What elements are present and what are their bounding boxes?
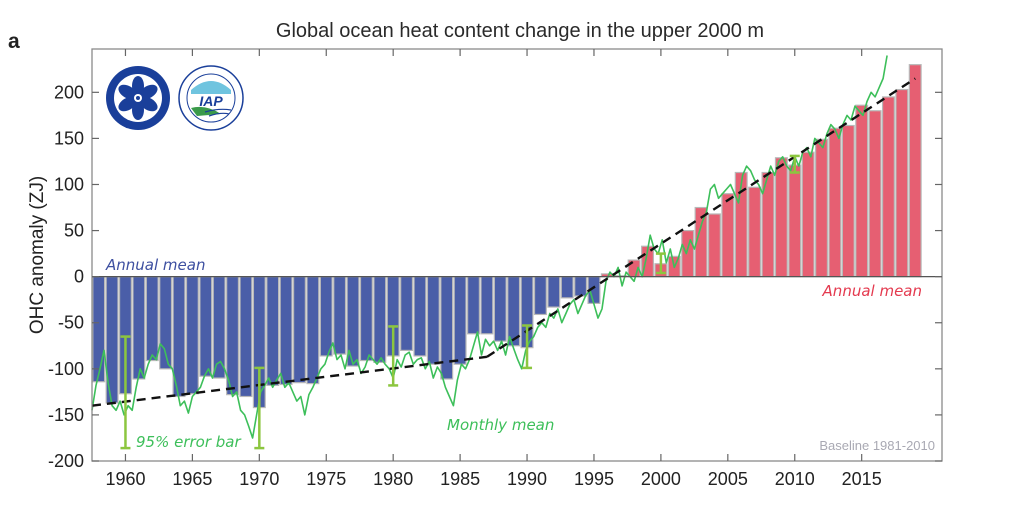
bar-1971 <box>266 276 280 387</box>
iap-logo: IAP <box>178 65 244 131</box>
bar-1988 <box>493 276 507 342</box>
baseline-note: Baseline 1981-2010 <box>819 438 935 453</box>
trend-line-2 <box>486 77 916 358</box>
bar-2002 <box>681 229 695 278</box>
bar-1987 <box>480 276 494 335</box>
x-tick-label-1960: 1960 <box>105 469 145 489</box>
bar-2011 <box>801 151 815 278</box>
y-tick-label-100: 100 <box>54 174 84 194</box>
bar-2013 <box>828 127 842 278</box>
bar-1974 <box>306 276 320 385</box>
monthly-mean-line <box>91 55 888 439</box>
bar-1972 <box>279 276 293 386</box>
bar-2014 <box>841 124 855 278</box>
trend-line-1 <box>91 355 488 407</box>
error-bar-2000 <box>655 252 666 275</box>
y-tick-label--50: -50 <box>58 313 84 333</box>
bar-1991 <box>533 276 547 316</box>
x-tick-label-1995: 1995 <box>574 469 614 489</box>
error-bar-1970 <box>254 366 265 450</box>
bar-2018 <box>895 88 909 278</box>
bar-1986 <box>467 276 480 335</box>
bar-2007 <box>748 186 762 278</box>
bar-1975 <box>319 276 333 357</box>
bar-1969 <box>239 276 253 398</box>
y-tick-label--100: -100 <box>48 359 84 379</box>
error-bar-1980 <box>388 325 399 387</box>
panel-label: a <box>8 30 20 53</box>
y-tick-label-200: 200 <box>54 82 84 102</box>
svg-text:IAP: IAP <box>199 93 223 109</box>
x-tick-label-1975: 1975 <box>306 469 346 489</box>
bar-1976 <box>333 276 347 355</box>
bar-1965 <box>185 276 199 395</box>
x-tick-label-1985: 1985 <box>440 469 480 489</box>
y-tick-label-0: 0 <box>74 267 84 287</box>
bar-1979 <box>373 276 387 363</box>
axes <box>91 48 943 462</box>
bar-2005 <box>721 193 735 278</box>
x-tick-label-2005: 2005 <box>708 469 748 489</box>
error-bar-2010 <box>789 154 800 174</box>
bar-2017 <box>881 96 895 278</box>
x-tick-label-1965: 1965 <box>172 469 212 489</box>
bar-1966 <box>199 276 213 377</box>
bar-1958 <box>92 276 106 383</box>
y-tick-label-50: 50 <box>64 221 84 241</box>
bar-2016 <box>868 110 882 278</box>
x-tick-label-2010: 2010 <box>775 469 815 489</box>
bar-1982 <box>413 276 427 357</box>
plot-frame <box>91 48 943 462</box>
bar-2009 <box>774 157 788 278</box>
bar-1968 <box>226 276 240 396</box>
bar-1962 <box>145 276 159 362</box>
bar-1983 <box>426 276 440 365</box>
x-tick-label-1980: 1980 <box>373 469 413 489</box>
bar-1993 <box>560 276 574 299</box>
chart-title: Global ocean heat content change in the … <box>276 20 764 42</box>
x-tick-label-1970: 1970 <box>239 469 279 489</box>
monthly-mean-label: Monthly mean <box>447 416 554 434</box>
bar-2019 <box>908 64 922 278</box>
bar-1973 <box>292 276 306 384</box>
annual-mean-positive-label: Annual mean <box>822 282 922 300</box>
y-tick-label--150: -150 <box>48 405 84 425</box>
bar-1992 <box>547 276 561 308</box>
error-bars <box>120 154 800 450</box>
y-tick-label-150: 150 <box>54 128 84 148</box>
bar-2010 <box>788 164 802 278</box>
bar-1994 <box>574 276 588 297</box>
x-tick-label-2015: 2015 <box>842 469 882 489</box>
bar-1984 <box>440 276 454 380</box>
bar-2015 <box>855 104 869 278</box>
error-bar-1990 <box>522 324 533 370</box>
bar-1985 <box>453 276 467 365</box>
error-bar-label: 95% error bar <box>136 433 241 451</box>
bar-2004 <box>707 213 721 278</box>
x-ticks: 1960 1965 1970 1975 1980 1985 1990 1995 2000 2005… <box>105 49 882 489</box>
bar-2012 <box>815 138 829 278</box>
bar-1961 <box>132 276 146 380</box>
y-tick-label--200: -200 <box>48 451 84 471</box>
y-ticks: -200 -150 -100 -50 0 50 100 150 200 <box>48 82 942 471</box>
annual-mean-negative-label: Annual mean <box>105 256 205 274</box>
x-tick-label-2000: 2000 <box>641 469 681 489</box>
trend-lines <box>91 77 916 407</box>
y-axis-label: OHC anomaly (ZJ) <box>27 176 48 334</box>
bar-1981 <box>400 276 414 351</box>
cas-logo <box>106 66 170 130</box>
flower-icon <box>118 76 158 120</box>
error-bar-1960 <box>120 335 131 450</box>
monthly-mean-series <box>91 55 888 439</box>
bar-1978 <box>359 276 373 362</box>
x-tick-label-1990: 1990 <box>507 469 547 489</box>
